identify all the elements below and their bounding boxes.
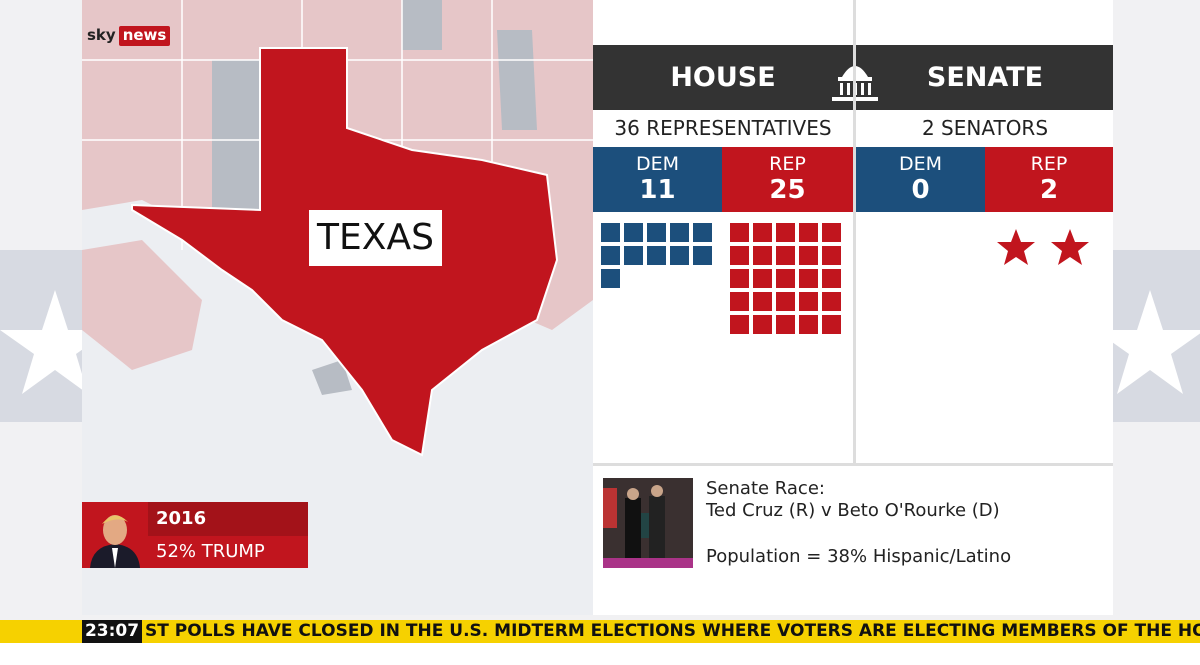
seat-square (753, 223, 772, 242)
count: 11 (639, 175, 676, 205)
house-rep: REP 25 (722, 147, 853, 212)
candidates-photo (603, 478, 693, 568)
ticker-text: ST POLLS HAVE CLOSED IN THE U.S. MIDTERM… (145, 621, 1200, 641)
ticker (0, 620, 1200, 643)
senate-rep: REP 2 (985, 147, 1113, 212)
race-title: Senate Race: (706, 478, 825, 499)
house-dem: DEM 11 (593, 147, 722, 212)
seat-square (601, 223, 620, 242)
senate-dem: DEM 0 (856, 147, 985, 212)
seat-square (799, 246, 818, 265)
race-candidates: Ted Cruz (R) v Beto O'Rourke (D) (706, 500, 1000, 521)
senate-title: SENATE (926, 62, 1044, 93)
seat-square (693, 223, 712, 242)
seat-square (799, 292, 818, 311)
house-title: HOUSE (670, 62, 776, 93)
seat-square (753, 246, 772, 265)
count: 0 (911, 175, 930, 205)
senate-star (1051, 229, 1089, 265)
seat-square (822, 315, 841, 334)
seat-square (670, 246, 689, 265)
seat-square (601, 246, 620, 265)
election-result: 52% TRUMP (148, 536, 308, 568)
senate-star (997, 229, 1035, 265)
seat-square (776, 292, 795, 311)
seat-square (776, 246, 795, 265)
election-title: 2016 ELECTION (148, 502, 308, 563)
state-label: TEXAS (309, 210, 442, 266)
seat-square (822, 246, 841, 265)
logo-sky: sky (87, 26, 116, 44)
party: DEM (898, 153, 943, 175)
party: DEM (635, 153, 680, 175)
seat-square (647, 246, 666, 265)
party: REP (769, 153, 806, 175)
seat-square (799, 223, 818, 242)
seat-square (730, 223, 749, 242)
seat-square (730, 315, 749, 334)
seat-square (647, 223, 666, 242)
seat-square (730, 292, 749, 311)
seat-square (753, 269, 772, 288)
trump-photo (82, 502, 148, 568)
seat-square (776, 269, 795, 288)
seat-square (799, 269, 818, 288)
seat-square (822, 223, 841, 242)
seat-square (730, 269, 749, 288)
seat-square (776, 315, 795, 334)
divider (853, 0, 856, 463)
seat-marks (601, 223, 1089, 334)
count: 2 (1039, 175, 1059, 205)
seat-square (624, 246, 643, 265)
seat-square (776, 223, 795, 242)
seat-square (753, 292, 772, 311)
seat-square (730, 246, 749, 265)
seat-square (670, 223, 689, 242)
band-stars (0, 290, 1200, 394)
party: REP (1030, 153, 1068, 175)
seat-square (601, 269, 620, 288)
logo-news: news (118, 26, 171, 46)
seat-square (822, 269, 841, 288)
clock: 23:07 (82, 620, 142, 643)
seat-square (753, 315, 772, 334)
house-subtitle: 36 REPRESENTATIVES (614, 116, 832, 140)
divider (593, 463, 1113, 466)
seat-square (693, 246, 712, 265)
seat-square (799, 315, 818, 334)
seat-square (624, 223, 643, 242)
seat-square (822, 292, 841, 311)
population: Population = 38% Hispanic/Latino (706, 546, 1012, 567)
count: 25 (769, 175, 806, 205)
senate-subtitle: 2 SENATORS (921, 116, 1049, 140)
bottom-strip (0, 643, 1200, 665)
logo: sky news (84, 26, 171, 46)
